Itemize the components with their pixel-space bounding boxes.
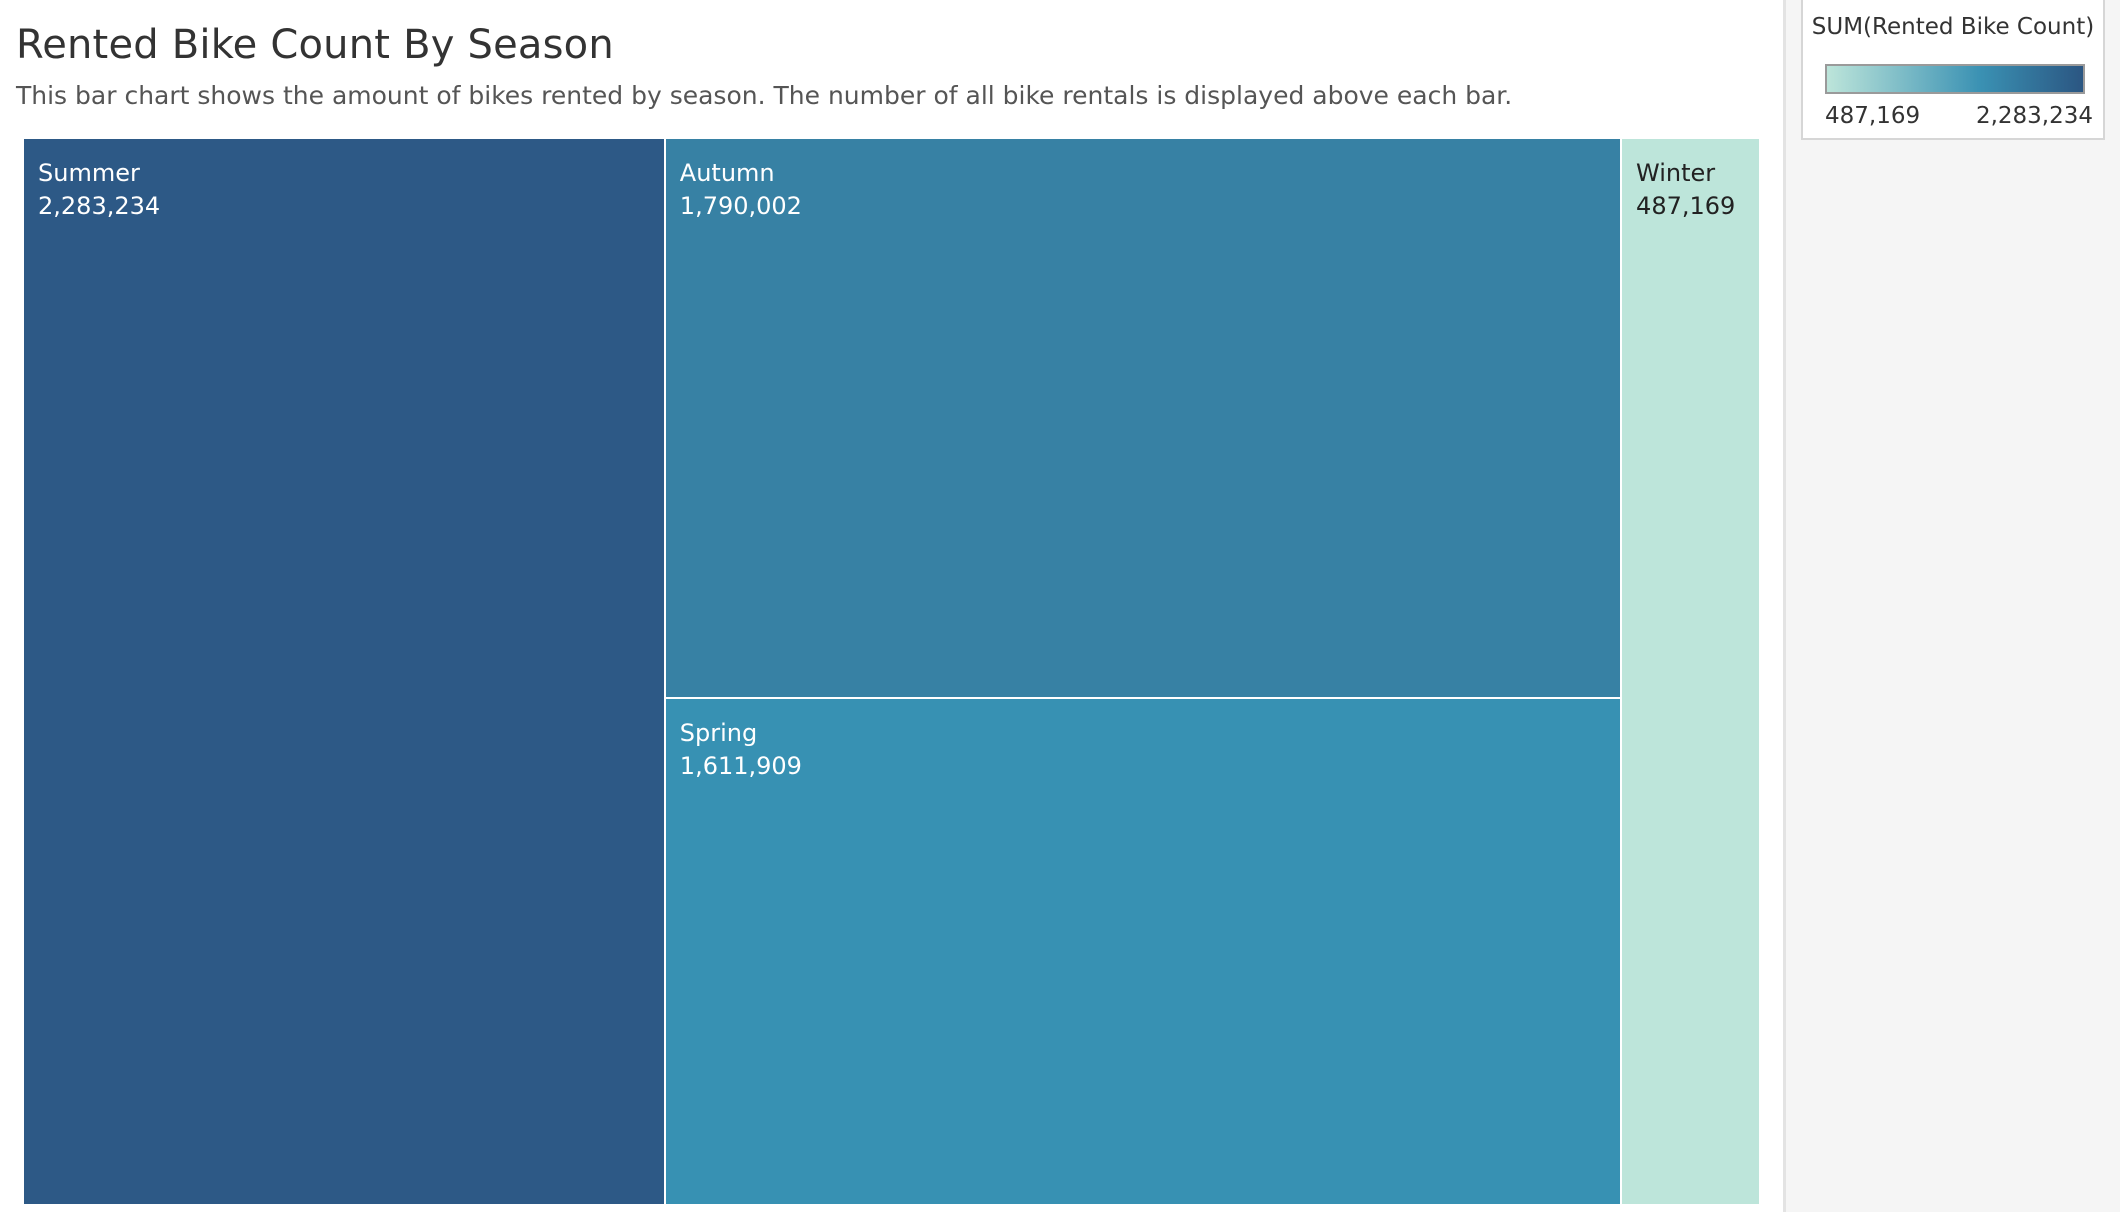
legend-color-ramp	[1825, 64, 2085, 94]
color-legend[interactable]: SUM(Rented Bike Count) 487,169 2,283,234	[1801, 0, 2105, 140]
legend-title: SUM(Rented Bike Count)	[1811, 14, 2095, 40]
side-panel: SUM(Rented Bike Count) 487,169 2,283,234	[1786, 0, 2120, 1212]
tile-value-label: 1,790,002	[679, 192, 802, 220]
tile-category-label: Winter	[1636, 159, 1716, 187]
tile-value-label: 2,283,234	[38, 192, 161, 220]
page-title: Rented Bike Count By Season	[16, 22, 614, 68]
treemap-tile-winter[interactable]: Winter 487,169	[1622, 139, 1759, 1204]
treemap: Summer 2,283,234 Autumn 1,790,002 Spring 1,61…	[24, 139, 1759, 1204]
tile-label: Autumn 1,790,002	[680, 157, 802, 223]
tile-value-label: 1,611,909	[679, 752, 802, 781]
panel-divider	[1783, 0, 1786, 1212]
treemap-tile-autumn[interactable]: Autumn 1,790,002	[665, 139, 1621, 698]
legend-min-label: 487,169	[1825, 103, 1921, 129]
tile-label: Summer 2,283,234	[38, 157, 160, 223]
tile-label: Winter 487,169	[1636, 157, 1735, 223]
tile-category-label: Spring	[679, 719, 758, 748]
chart-panel: Rented Bike Count By Season This bar cha…	[16, 22, 1759, 1204]
tile-label: Spring 1,611,909	[680, 717, 802, 783]
tile-category-label: Summer	[38, 159, 140, 187]
legend-max-label: 2,283,234	[1975, 103, 2093, 129]
treemap-tile-summer[interactable]: Summer 2,283,234	[24, 139, 664, 1204]
page-subtitle: This bar chart shows the amount of bikes…	[16, 81, 1513, 110]
treemap-tile-spring[interactable]: Spring 1,611,909	[665, 699, 1621, 1204]
tile-category-label: Autumn	[679, 159, 775, 187]
tile-value-label: 487,169	[1636, 192, 1736, 220]
